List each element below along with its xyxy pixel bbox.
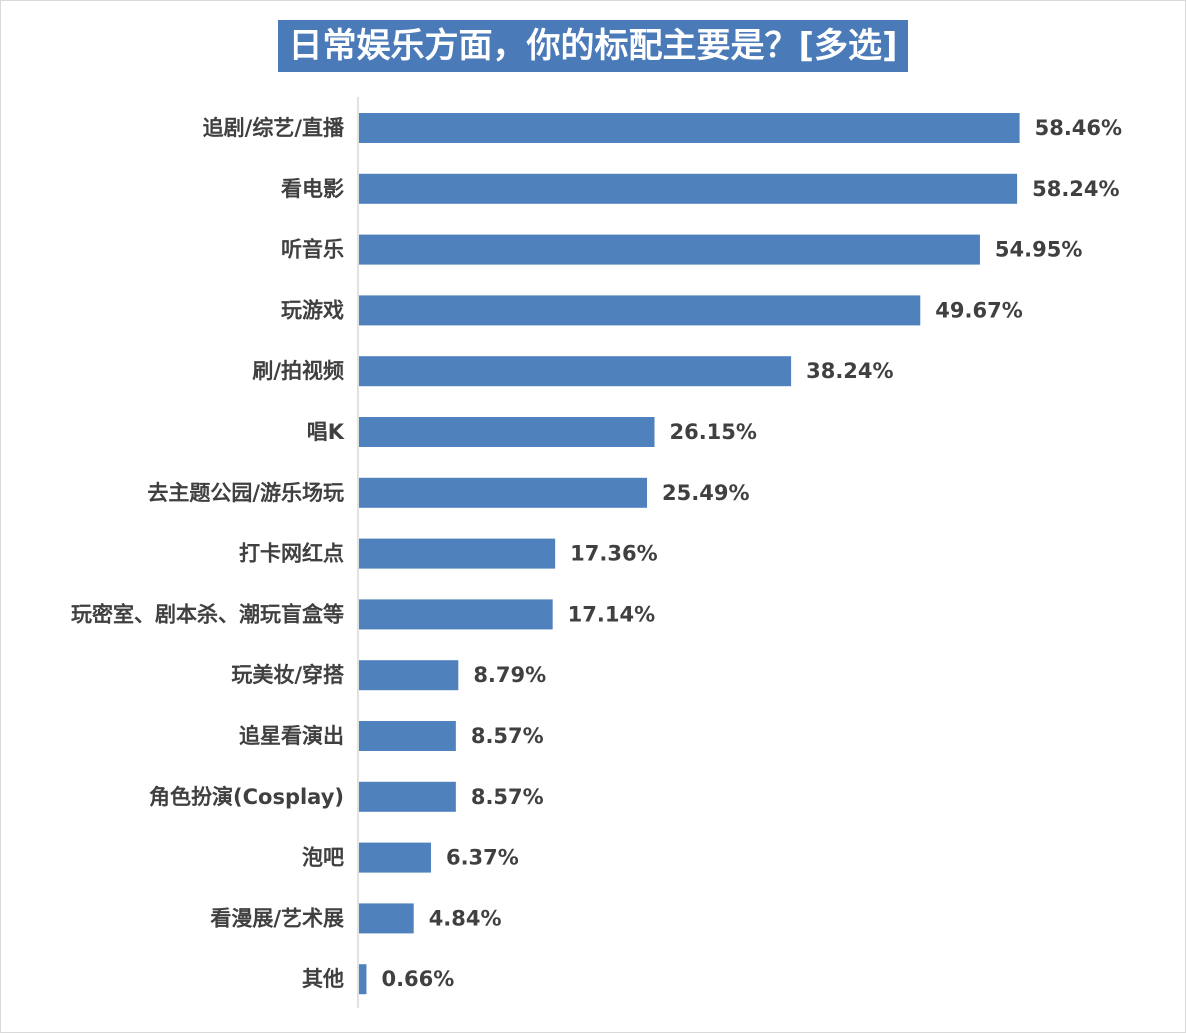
value-label-6: 25.49% [662,481,749,505]
category-label-0: 追剧/综艺/直播 [203,116,345,140]
value-label-3: 49.67% [935,298,1022,322]
value-label-9: 8.79% [473,663,546,687]
category-label-9: 玩美妆/穿搭 [231,663,344,687]
category-label-14: 其他 [302,967,344,991]
category-label-12: 泡吧 [302,846,344,870]
bar-11 [359,781,456,812]
bar-8 [359,599,553,630]
category-label-8: 玩密室、剧本杀、潮玩盲盒等 [71,602,344,626]
category-label-7: 打卡网红点 [239,542,344,566]
value-label-8: 17.14% [568,602,655,626]
value-label-11: 8.57% [471,785,544,809]
category-label-5: 唱K [307,420,345,444]
bar-14 [359,964,367,995]
value-label-4: 38.24% [806,359,893,383]
bar-6 [359,477,648,508]
bar-7 [359,538,556,569]
category-label-10: 追星看演出 [239,724,344,748]
chart-title: 日常娱乐方面，你的标配主要是？[多选] [278,20,908,72]
value-label-1: 58.24% [1032,177,1119,201]
bar-1 [359,173,1018,204]
title-wrap: 日常娱乐方面，你的标配主要是？[多选] [0,20,1186,72]
bar-9 [359,660,459,691]
category-label-1: 看电影 [281,177,344,201]
bar-3 [359,295,921,326]
category-label-6: 去主题公园/游乐场玩 [147,481,344,505]
category-label-13: 看漫展/艺术展 [210,906,344,930]
value-label-0: 58.46% [1035,116,1122,140]
value-label-14: 0.66% [381,967,454,991]
bar-2 [359,234,980,265]
category-label-3: 玩游戏 [281,298,344,322]
bar-5 [359,417,655,447]
value-label-13: 4.84% [429,906,502,930]
bar-12 [359,842,431,873]
value-label-2: 54.95% [995,238,1082,262]
category-label-11: 角色扮演(Cosplay) [149,785,344,809]
bar-10 [359,721,456,751]
value-label-5: 26.15% [669,420,756,444]
value-label-10: 8.57% [471,724,544,748]
value-label-7: 17.36% [570,542,657,566]
category-label-2: 听音乐 [281,238,344,262]
value-label-12: 6.37% [446,846,519,870]
category-label-4: 刷/拍视频 [252,359,344,383]
bar-4 [359,356,792,387]
bar-13 [359,903,414,934]
bar-0 [359,113,1020,143]
